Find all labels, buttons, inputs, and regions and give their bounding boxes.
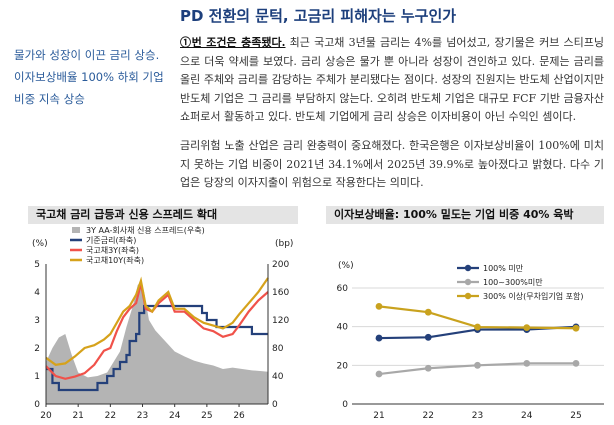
- chart-1-legend-label: 국고채3Y(좌축): [86, 245, 139, 255]
- chart-1-series-line: [46, 304, 268, 392]
- paragraph-1-text: 최근 국고채 3년물 금리는 4%를 넘어섰고, 장기물은 커브 스티프닝으로 …: [180, 36, 604, 124]
- chart-1-y-tick: 2: [34, 344, 40, 354]
- chart-2-data-point: [474, 323, 481, 331]
- chart-2-title: 이자보상배율: 100% 밑도는 기업 비중 40% 육박: [326, 206, 604, 224]
- chart-2-legend-marker: [464, 278, 472, 286]
- side-summary-note: 물가와 성장이 이끈 금리 상승. 이자보상배율 100% 하회 기업 비중 지…: [14, 48, 164, 106]
- chart-1-y2-tick: 80: [272, 344, 284, 354]
- chart-2-y-tick: 0: [342, 400, 348, 410]
- chart-1-left-unit: (%): [32, 239, 48, 249]
- chart-2-y-tick: 40: [337, 323, 349, 333]
- chart-2-data-point: [375, 334, 383, 342]
- chart-1-y2-tick: 200: [272, 260, 289, 270]
- chart-1-y-tick: 4: [34, 288, 40, 298]
- chart-2-y-tick: 20: [337, 361, 349, 371]
- chart-1-y-tick: 5: [34, 260, 40, 270]
- chart-1-right-unit: (bp): [275, 239, 293, 249]
- chart-1-x-tick: 25: [201, 411, 212, 421]
- chart-2-data-point: [424, 333, 432, 341]
- chart-2-data-point: [424, 308, 432, 316]
- chart-1-y2-tick: 120: [272, 316, 289, 326]
- chart-2-x-tick: 24: [521, 411, 533, 421]
- chart-2-legend-label: 300% 이상(무차입기업 포함): [483, 291, 583, 301]
- chart-2-data-point: [375, 370, 383, 378]
- paragraph-2: 금리위험 노출 산업은 금리 완충력이 중요해졌다. 한국은행은 이자보상비율이…: [180, 138, 604, 190]
- chart-2-legend-marker: [464, 264, 472, 272]
- chart-1-x-tick: 20: [40, 411, 52, 421]
- chart-1-y-tick: 0: [34, 400, 40, 410]
- page-title: PD 전환의 문턱, 고금리 피해자는 누구인가: [180, 7, 457, 25]
- chart-1-x-tick: 26: [233, 411, 245, 421]
- body-text: ①번 조건은 충족됐다. 최근 국고채 3년물 금리는 4%를 넘어섰고, 장기…: [180, 34, 604, 193]
- chart-2-x-tick: 25: [570, 411, 581, 421]
- chart-2-data-point: [572, 360, 580, 367]
- chart-1-y-tick: 3: [34, 316, 40, 326]
- chart-1-legend-swatch: [72, 227, 80, 233]
- chart-1-x-tick: 24: [169, 411, 181, 421]
- chart-1-legend-label: 3Y AA-회사채 신용 스프레드(우축): [86, 225, 205, 235]
- chart-1-legend-label: 국고채10Y(좌축): [86, 255, 144, 265]
- chart-1-y2-tick: 40: [272, 372, 284, 382]
- chart-2-x-tick: 22: [423, 411, 434, 421]
- chart-1-y2-tick: 0: [272, 400, 278, 410]
- chart-1-x-tick: 22: [105, 411, 116, 421]
- chart-2-x-tick: 21: [373, 411, 384, 421]
- chart-2-y-unit: (%): [338, 261, 354, 271]
- chart-2-legend-label: 100% 미만: [483, 264, 524, 273]
- chart-1-x-tick: 23: [137, 411, 148, 421]
- chart-2-data-point: [375, 302, 383, 310]
- chart-1-title: 국고채 금리 급등과 신용 스프레드 확대: [28, 206, 298, 224]
- chart-2-data-point: [572, 324, 580, 332]
- chart-2-data-point: [474, 361, 481, 369]
- chart-2-data-point: [523, 360, 531, 367]
- chart-2-legend-label: 100~300%미만: [483, 278, 543, 287]
- chart-2-x-tick: 23: [472, 411, 483, 421]
- chart-1-series-area: [46, 281, 268, 404]
- chart-1-series-line: [45, 276, 269, 366]
- chart-2-data-point: [424, 364, 432, 372]
- chart-2-y-tick: 60: [337, 284, 349, 294]
- chart-1-legend-label: 기준금리(좌축): [86, 236, 136, 245]
- chart-2-data-point: [523, 324, 531, 332]
- chart-1-x-tick: 21: [72, 411, 83, 421]
- paragraph-1: ①번 조건은 충족됐다. 최근 국고채 3년물 금리는 4%를 넘어섰고, 장기…: [180, 34, 604, 127]
- chart-2-legend-marker: [464, 292, 472, 300]
- chart-1-y-tick: 1: [34, 372, 40, 382]
- chart-1-y2-tick: 160: [272, 288, 289, 298]
- paragraph-1-lead: ①번 조건은 충족됐다.: [180, 36, 286, 49]
